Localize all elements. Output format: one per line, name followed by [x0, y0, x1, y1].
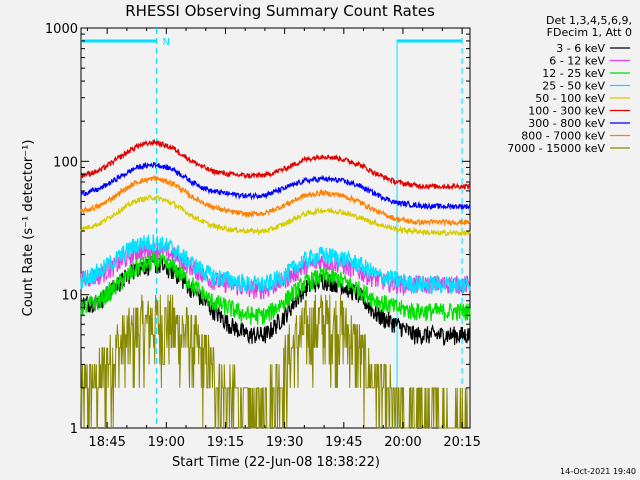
legend-entry-label: 100 - 300 keV	[528, 105, 605, 118]
series-trace	[80, 251, 471, 326]
y-axis-label: Count Rate (s⁻¹ detector⁻¹)	[21, 140, 36, 317]
x-tick-label: 20:15	[443, 435, 480, 450]
bar-label: N	[162, 37, 169, 48]
series-trace	[80, 174, 471, 227]
legend-entry-label: 300 - 800 keV	[528, 117, 605, 130]
x-tick-label: 19:00	[148, 435, 185, 450]
series-trace	[80, 139, 471, 191]
y-tick-label: 100	[53, 155, 78, 170]
series-trace	[80, 161, 471, 211]
series-trace	[80, 294, 470, 429]
axes: 18:45 19:00 19:15 19:30 19:45 20:00 20:15 1 10 10…	[45, 22, 481, 450]
chart-title: RHESSI Observing Summary Count Rates	[125, 2, 435, 20]
series-trace	[80, 255, 471, 346]
observing-markers: N	[81, 28, 463, 428]
series-trace	[80, 193, 471, 237]
timestamp: 14-Oct-2021 19:40	[560, 467, 636, 476]
legend-entry-label: 6 - 12 keV	[549, 55, 605, 68]
legend-entry-label: 12 - 25 keV	[542, 67, 605, 80]
legend: Det 1,3,4,5,6,9,FDecim 1, Att 0 3 - 6 keV…	[507, 14, 632, 155]
x-tick-label: 19:45	[325, 435, 362, 450]
x-tick-label: 19:30	[266, 435, 303, 450]
y-tick-label: 1	[70, 422, 78, 437]
x-tick-label: 18:45	[88, 435, 125, 450]
y-tick-label: 10	[61, 289, 78, 304]
legend-entry-label: 7000 - 15000 keV	[507, 142, 605, 155]
x-tick-label: 20:00	[384, 435, 421, 450]
x-tick-label: 19:15	[207, 435, 244, 450]
legend-entry-label: 25 - 50 keV	[542, 80, 605, 93]
y-tick-label: 1000	[45, 22, 78, 37]
legend-header: Det 1,3,4,5,6,9,	[546, 14, 632, 27]
legend-entry-label: 800 - 7000 keV	[521, 130, 605, 143]
legend-entry-label: 50 - 100 keV	[535, 92, 605, 105]
x-axis-label: Start Time (22-Jun-08 18:38:22)	[172, 455, 380, 470]
series-layer	[80, 139, 471, 429]
series-trace	[80, 234, 471, 295]
legend-header: FDecim 1, Att 0	[547, 26, 632, 39]
legend-entry-label: 3 - 6 keV	[556, 42, 605, 55]
